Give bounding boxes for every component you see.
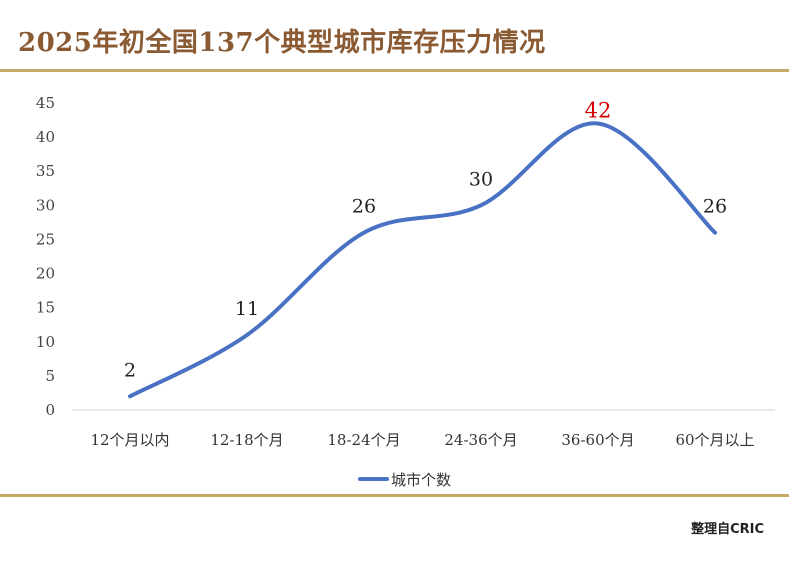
y-tick-label: 15 bbox=[36, 299, 55, 317]
y-tick-label: 5 bbox=[45, 367, 55, 385]
y-tick-label: 0 bbox=[45, 401, 55, 419]
data-label: 26 bbox=[352, 196, 376, 218]
series-line-city-count bbox=[128, 121, 717, 399]
data-label: 2 bbox=[124, 359, 136, 381]
y-axis-ticks: 0 5 10 15 20 25 30 35 40 45 bbox=[36, 94, 55, 419]
x-category-label: 18-24个月 bbox=[327, 431, 400, 449]
data-label: 42 bbox=[585, 98, 612, 122]
source-note: 整理自CRIC bbox=[691, 522, 764, 537]
y-tick-label: 30 bbox=[36, 196, 55, 214]
bottom-divider bbox=[0, 494, 789, 497]
data-label: 30 bbox=[469, 168, 493, 190]
y-tick-label: 40 bbox=[36, 128, 55, 146]
x-category-label: 12个月以内 bbox=[90, 431, 169, 449]
y-tick-label: 20 bbox=[36, 265, 55, 283]
legend-label: 城市个数 bbox=[391, 471, 451, 489]
data-labels: 2 11 26 30 42 26 bbox=[124, 98, 727, 381]
y-tick-label: 25 bbox=[36, 230, 55, 248]
data-label: 26 bbox=[703, 196, 727, 218]
legend: 城市个数 bbox=[358, 471, 451, 489]
x-category-label: 60个月以上 bbox=[675, 431, 754, 449]
x-axis-categories: 12个月以内 12-18个月 18-24个月 24-36个月 36-60个月 60个月以上 bbox=[90, 431, 754, 449]
x-category-label: 12-18个月 bbox=[210, 431, 283, 449]
y-tick-label: 35 bbox=[36, 162, 55, 180]
data-label: 11 bbox=[235, 298, 259, 320]
chart-title: 2025年初全国137个典型城市库存压力情况 bbox=[18, 28, 546, 58]
top-divider bbox=[0, 69, 789, 72]
y-tick-label: 10 bbox=[36, 333, 55, 351]
y-tick-label: 45 bbox=[36, 94, 55, 112]
x-category-label: 24-36个月 bbox=[444, 431, 517, 449]
x-category-label: 36-60个月 bbox=[561, 431, 634, 449]
